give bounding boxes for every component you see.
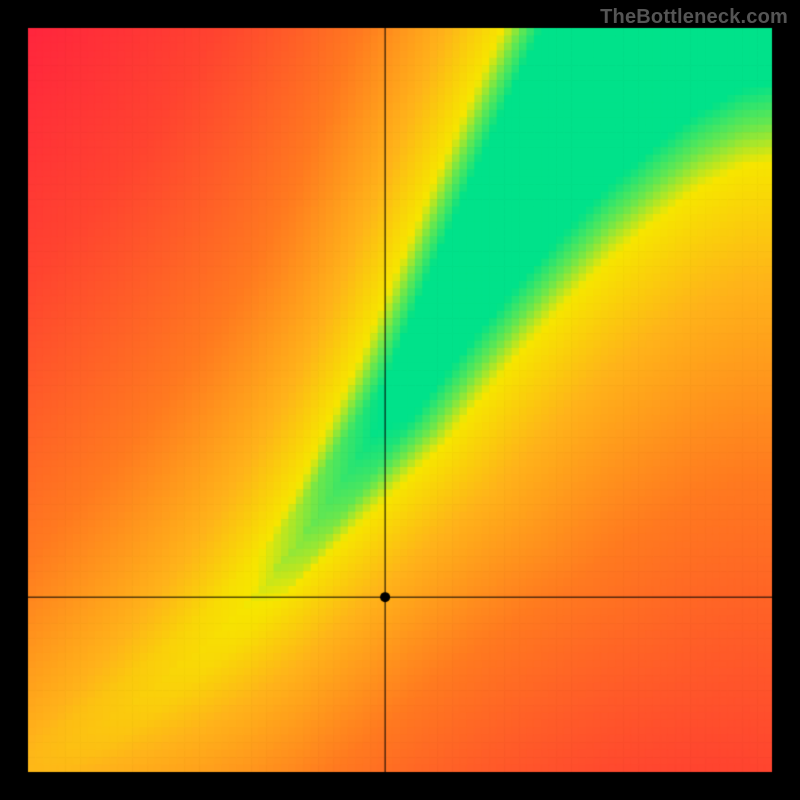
bottleneck-heatmap — [0, 0, 800, 800]
watermark-label: TheBottleneck.com — [600, 6, 788, 29]
chart-container: TheBottleneck.com — [0, 0, 800, 800]
